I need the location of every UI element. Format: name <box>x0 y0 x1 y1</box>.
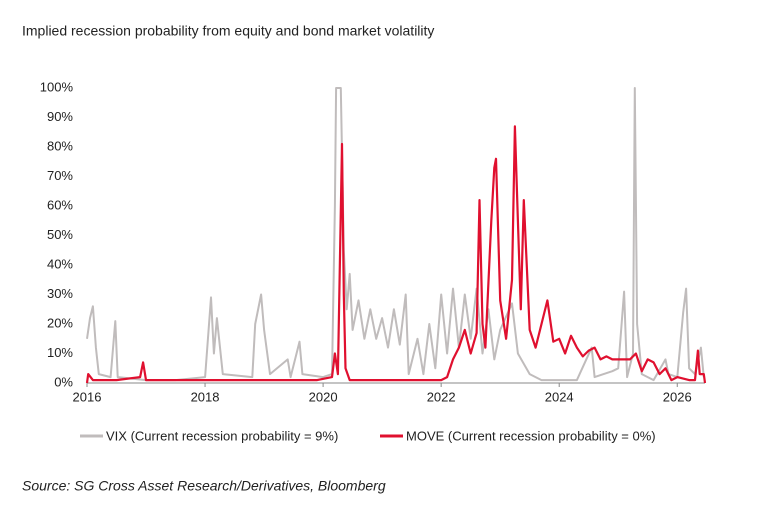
series-line <box>86 87 705 382</box>
source-note: Source: SG Cross Asset Research/Derivati… <box>22 478 386 494</box>
y-tick-label: 90% <box>47 109 73 124</box>
chart-title: Implied recession probability from equit… <box>22 23 434 39</box>
y-tick-label: 50% <box>47 227 73 242</box>
y-tick-label: 30% <box>47 286 73 301</box>
x-tick-label: 2024 <box>545 389 574 404</box>
series-line <box>85 125 707 384</box>
y-tick-label: 0% <box>54 374 73 389</box>
x-tick-label: 2016 <box>73 389 102 404</box>
x-tick-label: 2020 <box>309 389 338 404</box>
x-tick-label: 2022 <box>427 389 456 404</box>
x-tick-label: 2026 <box>663 389 692 404</box>
legend-label: VIX (Current recession probability = 9%) <box>106 428 338 443</box>
y-tick-label: 70% <box>47 168 73 183</box>
y-tick-label: 60% <box>47 197 73 212</box>
y-tick-label: 100% <box>40 79 74 94</box>
legend-label: MOVE (Current recession probability = 0%… <box>406 428 656 443</box>
y-tick-label: 40% <box>47 256 73 271</box>
y-tick-label: 80% <box>47 138 73 153</box>
x-tick-label: 2018 <box>191 389 220 404</box>
y-tick-label: 20% <box>47 315 73 330</box>
y-tick-label: 10% <box>47 345 73 360</box>
